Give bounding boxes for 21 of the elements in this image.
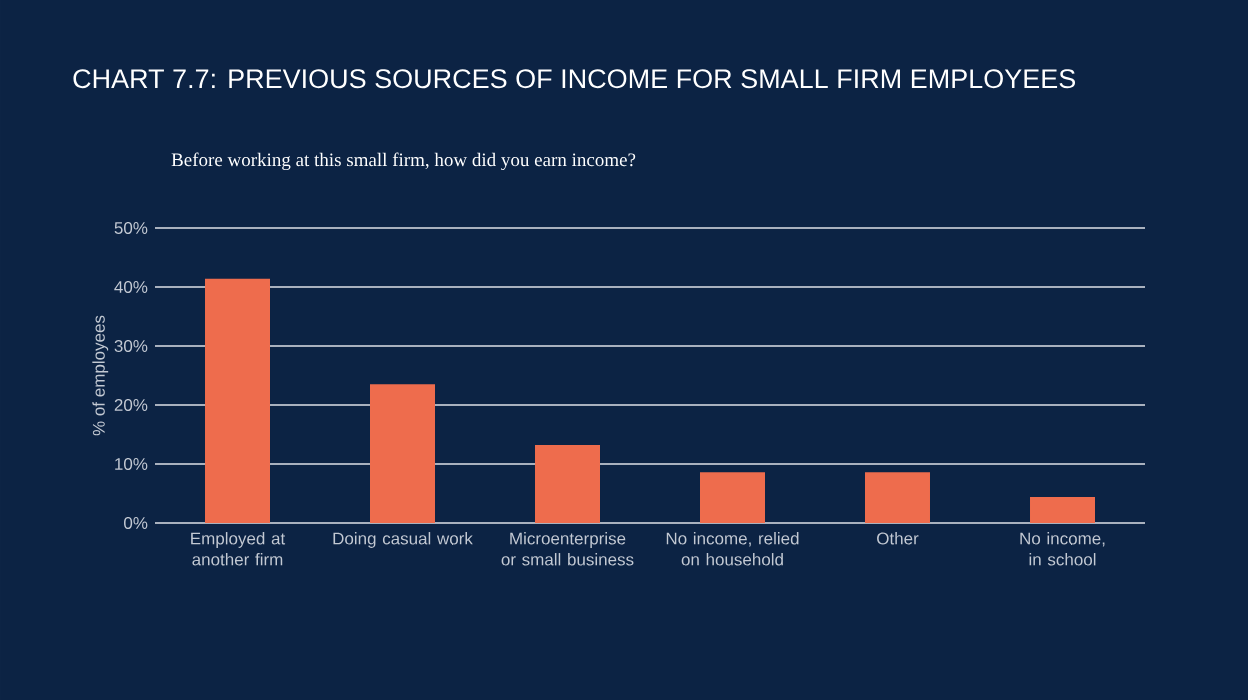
bar [700,472,765,523]
x-tick-label: Employed at another firm [191,532,286,566]
y-tick-label: 10% [115,457,148,470]
x-tick-label: No income, in school [1020,532,1105,566]
x-tick-label: Microenterprise or small business [501,532,634,566]
y-tick-label: 0% [124,516,148,529]
y-tick-label: 20% [114,398,148,411]
chart-subtitle: Before working at this small firm, how did you earn income? [171,152,636,171]
x-tick-label: No income, relied on household [666,532,799,566]
bar [865,472,930,523]
bar [1030,497,1095,523]
y-tick-label: 30% [114,339,148,352]
bar [535,445,601,523]
y-tick-label: 40% [114,280,148,293]
chart-title: CHART 7.7: PREVIOUS SOURCES OF INCOME FOR SMALL FIRM EMPLOYEES [73,69,1076,89]
y-tick-label: 50% [114,221,148,234]
bar [205,278,271,523]
y-axis-title: % of employees [92,315,109,436]
bar [370,384,435,523]
x-tick-label: Doing casual work [333,532,473,548]
x-tick-label: Other [877,532,919,545]
